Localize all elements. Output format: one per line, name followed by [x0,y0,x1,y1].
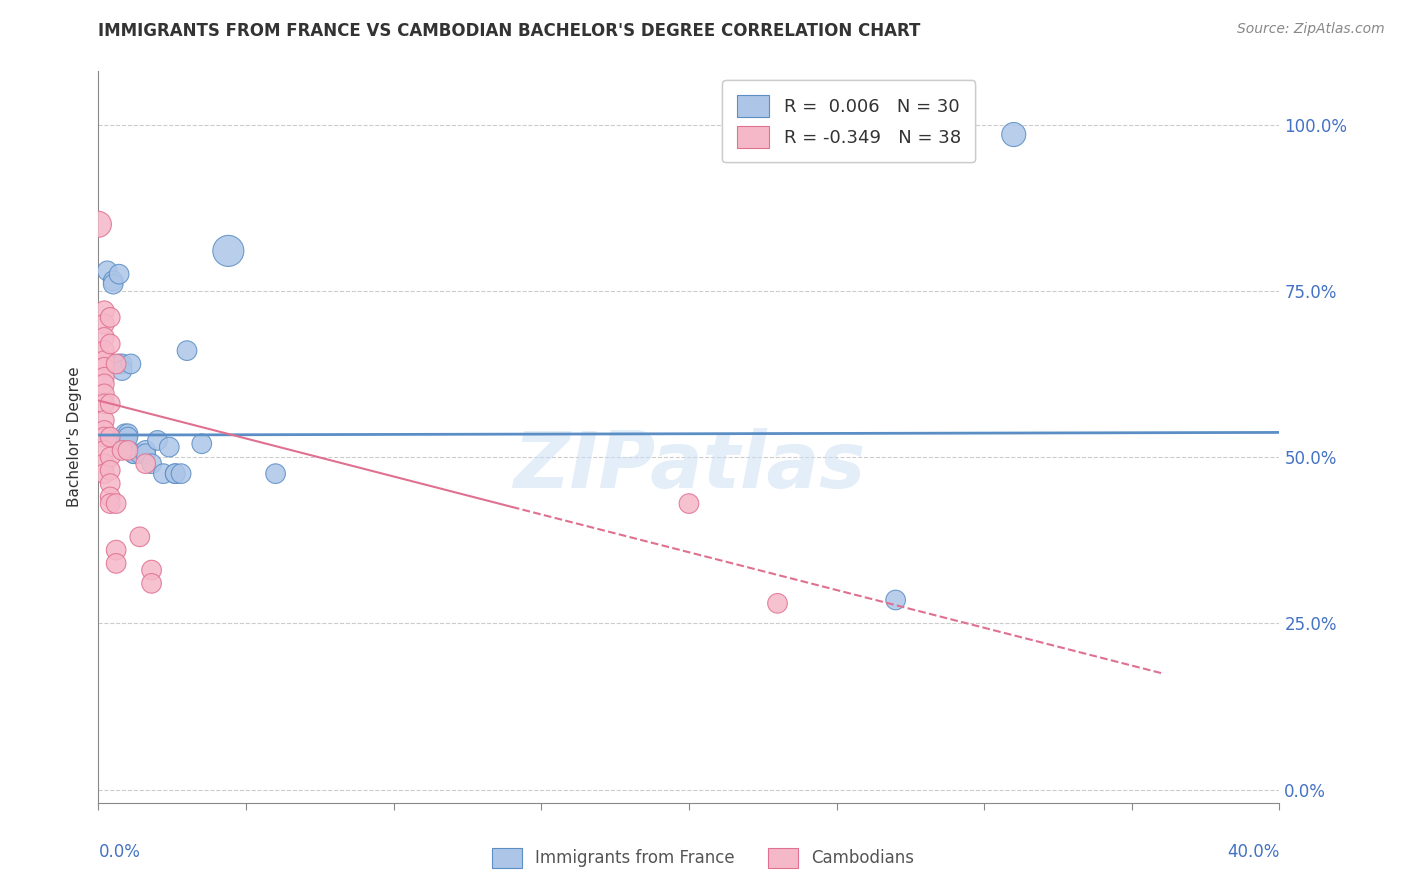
Point [170,467,193,481]
Point [1002,128,1025,142]
Point [105,497,128,511]
Point [98,310,121,325]
Point [87,217,110,231]
Point [111,443,134,458]
Text: ZIPatlas: ZIPatlas [513,428,865,504]
Point [93,370,115,384]
Text: 0.0%: 0.0% [98,843,141,861]
Point [93,376,115,391]
Point [93,424,115,438]
Point [93,343,115,358]
Point [152,467,174,481]
Point [114,426,136,441]
Point [141,576,163,591]
Point [128,447,150,461]
Point [191,436,214,450]
Point [120,357,142,371]
Point [93,317,115,331]
Point [117,443,139,458]
Point [105,557,128,571]
Text: 40.0%: 40.0% [1227,843,1279,861]
Point [108,357,131,371]
Point [176,343,198,358]
Point [93,457,115,471]
Point [122,447,145,461]
Point [93,303,115,318]
Point [117,426,139,441]
Point [157,440,180,454]
Point [98,397,121,411]
Point [141,457,163,471]
Legend: Immigrants from France, Cambodians: Immigrants from France, Cambodians [485,841,921,875]
Point [135,443,157,458]
Point [217,244,239,258]
Point [111,357,134,371]
Point [105,543,128,558]
Point [93,360,115,375]
Point [93,467,115,481]
Point [122,447,145,461]
Point [98,476,121,491]
Point [93,443,115,458]
Point [93,397,115,411]
Point [146,434,169,448]
Y-axis label: Bachelor's Degree: Bachelor's Degree [67,367,83,508]
Point [114,436,136,450]
Point [111,363,134,377]
Text: Source: ZipAtlas.com: Source: ZipAtlas.com [1237,22,1385,37]
Point [117,430,139,444]
Point [98,490,121,504]
Point [93,413,115,427]
Point [678,497,700,511]
Point [103,277,125,292]
Point [93,353,115,368]
Point [141,563,163,577]
Legend: R =  0.006   N = 30, R = -0.349   N = 38: R = 0.006 N = 30, R = -0.349 N = 38 [723,80,976,162]
Point [135,457,157,471]
Point [108,267,131,281]
Point [98,497,121,511]
Point [98,430,121,444]
Point [93,330,115,344]
Point [98,450,121,464]
Point [93,430,115,444]
Point [264,467,287,481]
Point [165,467,187,481]
Point [96,264,118,278]
Point [105,357,128,371]
Point [98,337,121,351]
Point [884,593,907,607]
Point [766,596,789,610]
Point [165,467,187,481]
Point [103,274,125,288]
Point [135,447,157,461]
Text: IMMIGRANTS FROM FRANCE VS CAMBODIAN BACHELOR'S DEGREE CORRELATION CHART: IMMIGRANTS FROM FRANCE VS CAMBODIAN BACH… [98,22,921,40]
Point [93,387,115,401]
Point [98,463,121,477]
Point [128,530,150,544]
